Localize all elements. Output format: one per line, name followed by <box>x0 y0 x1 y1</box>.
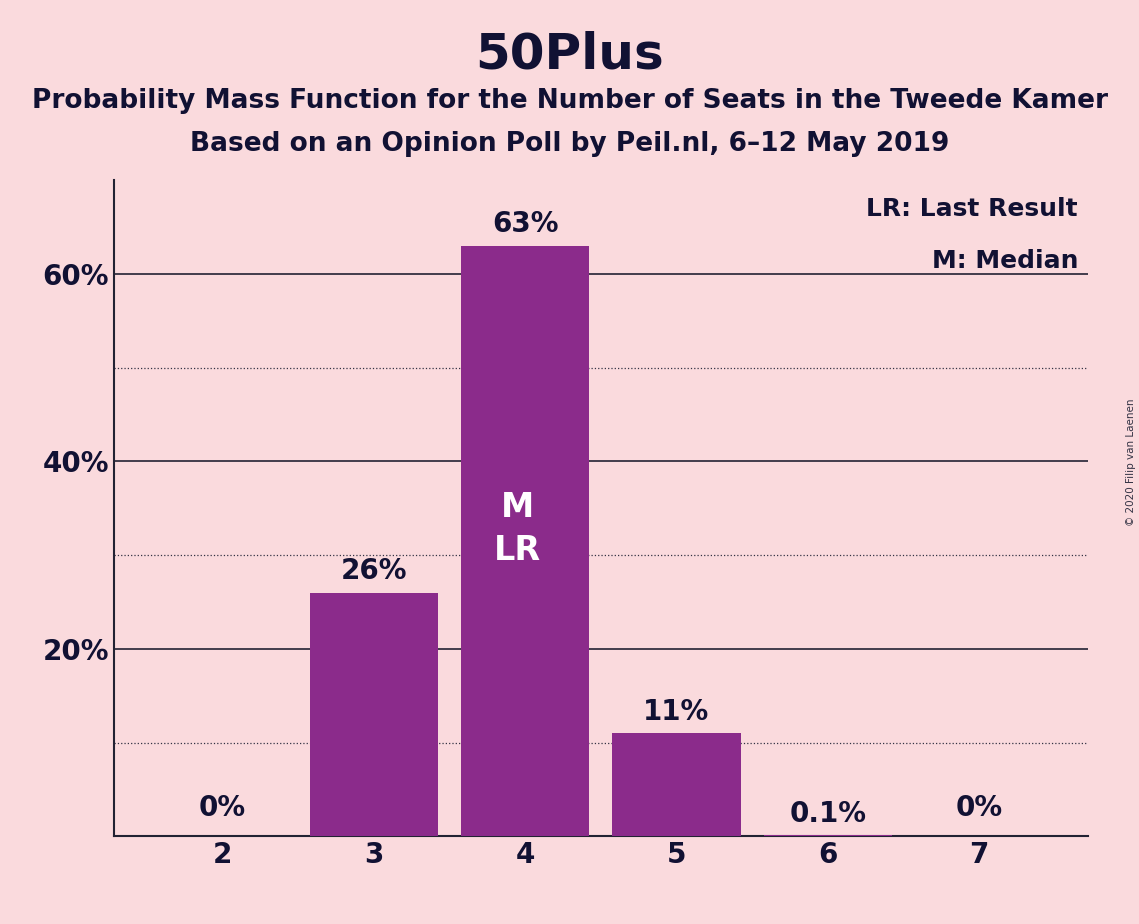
Bar <box>763 835 892 836</box>
Text: © 2020 Filip van Laenen: © 2020 Filip van Laenen <box>1125 398 1136 526</box>
Bar <box>612 733 740 836</box>
Text: Based on an Opinion Poll by Peil.nl, 6–12 May 2019: Based on an Opinion Poll by Peil.nl, 6–1… <box>190 131 949 157</box>
Text: 0%: 0% <box>956 794 1002 822</box>
Text: Probability Mass Function for the Number of Seats in the Tweede Kamer: Probability Mass Function for the Number… <box>32 88 1107 114</box>
Text: 0%: 0% <box>199 794 246 822</box>
Text: 11%: 11% <box>644 698 710 725</box>
Text: 63%: 63% <box>492 211 558 238</box>
Text: M
LR: M LR <box>494 491 541 567</box>
Text: 0.1%: 0.1% <box>789 800 867 828</box>
Text: 26%: 26% <box>341 557 407 585</box>
Bar <box>461 246 590 836</box>
Bar <box>310 592 439 836</box>
Text: M: Median: M: Median <box>932 249 1077 274</box>
Text: 50Plus: 50Plus <box>475 30 664 79</box>
Text: LR: Last Result: LR: Last Result <box>867 197 1077 221</box>
